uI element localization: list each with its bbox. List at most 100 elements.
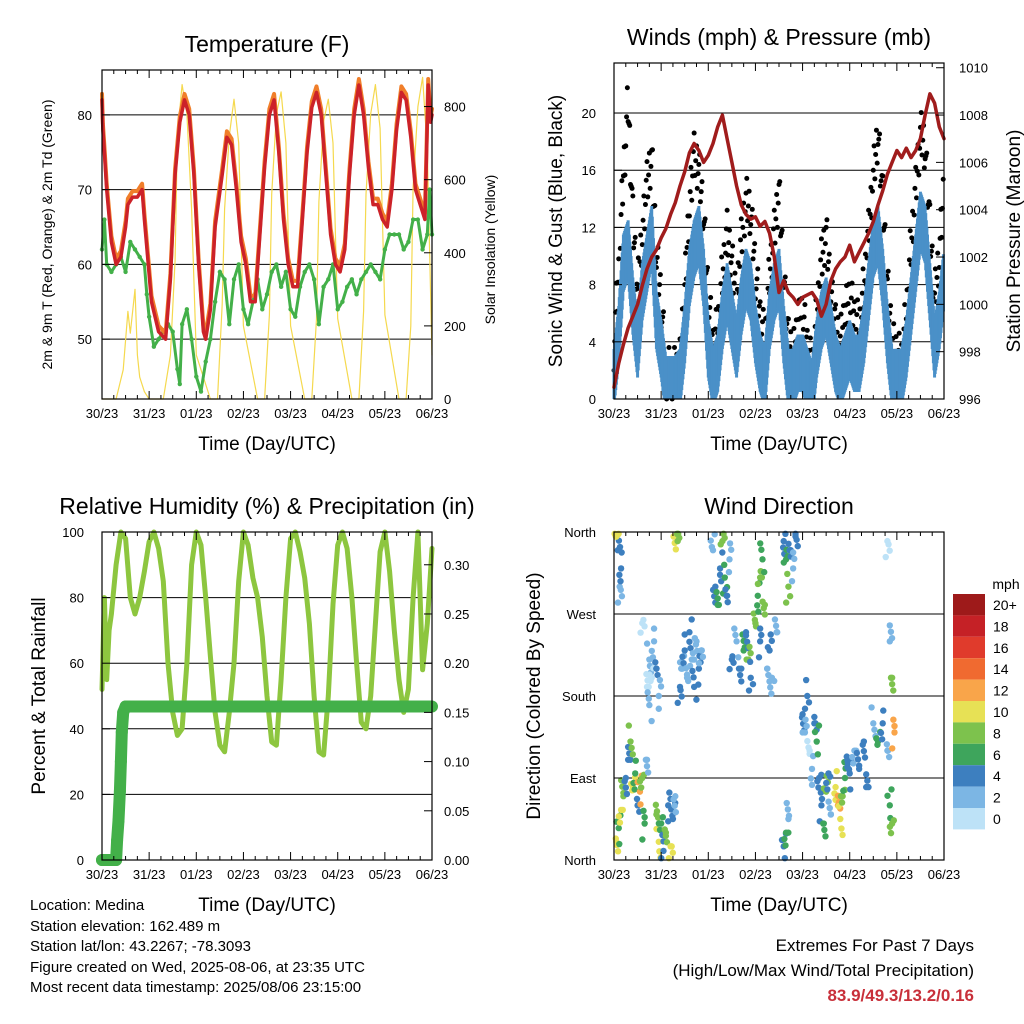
direction-point <box>863 771 870 778</box>
direction-point <box>726 665 733 673</box>
gust-point <box>688 164 694 170</box>
direction-point <box>761 611 769 618</box>
direction-point <box>731 625 738 632</box>
direction-point <box>826 773 834 780</box>
direction-point <box>699 653 707 661</box>
dewpoint-point <box>231 277 237 282</box>
gust-point <box>820 249 826 255</box>
dewpoint-point <box>293 314 298 319</box>
direction-point <box>768 690 775 697</box>
gust-point <box>730 243 736 249</box>
gust-point <box>878 178 884 184</box>
dewpoint-point <box>321 284 326 290</box>
gust-point <box>735 260 741 266</box>
direction-point <box>780 537 787 545</box>
direction-point <box>650 625 658 632</box>
y-tick-label-3-3: West <box>567 607 597 622</box>
direction-point <box>695 681 702 688</box>
gust-point <box>623 143 629 149</box>
gust-point <box>771 207 777 213</box>
latlon-text: Station lat/lon: 43.2267; -78.3093 <box>30 938 252 955</box>
gust-point <box>875 141 881 147</box>
gust-point <box>832 306 838 312</box>
dewpoint-point <box>427 187 432 192</box>
direction-point <box>746 658 754 666</box>
direction-point <box>805 699 813 706</box>
gust-point <box>652 203 658 209</box>
dewpoint-point <box>401 247 406 252</box>
gust-point <box>740 224 746 230</box>
direction-point <box>735 654 742 661</box>
direction-point <box>726 556 733 563</box>
direction-point <box>890 817 898 824</box>
legend-swatch-0 <box>953 594 985 616</box>
dewpoint-point <box>335 307 340 312</box>
direction-point <box>695 660 703 667</box>
y-tick-label-1-4: 16 <box>582 163 596 178</box>
gust-point <box>727 227 732 233</box>
gust-point <box>757 299 763 305</box>
gust-point <box>851 308 857 314</box>
direction-point <box>868 704 875 711</box>
gust-point <box>872 176 878 182</box>
x-tick-label-2-4: 03/23 <box>274 867 307 882</box>
x-axis-label-3: Time (Day/UTC) <box>710 895 848 916</box>
x-tick-label-2-7: 06/23 <box>416 867 449 882</box>
y-tick-label-1-3: 12 <box>582 220 596 235</box>
gust-point <box>873 152 879 158</box>
direction-point <box>848 753 856 761</box>
gust-point <box>694 185 700 191</box>
direction-point <box>772 622 780 630</box>
direction-point <box>615 824 622 832</box>
dewpoint-point <box>222 277 227 282</box>
direction-point <box>794 542 801 550</box>
direction-point <box>732 631 739 639</box>
gust-point <box>775 200 781 206</box>
direction-point <box>742 632 750 639</box>
gust-point <box>914 195 919 201</box>
gust-point <box>857 306 863 312</box>
gust-point <box>772 240 778 246</box>
gust-point <box>726 240 732 246</box>
y-tick-label-3-2: South <box>562 689 596 704</box>
legend-swatch-8 <box>953 765 985 787</box>
direction-point <box>838 825 845 832</box>
direction-point <box>781 835 788 843</box>
direction-point <box>621 777 628 785</box>
direction-point <box>814 777 821 785</box>
direction-point <box>811 728 819 736</box>
gust-point <box>619 178 625 184</box>
gust-point <box>616 256 622 262</box>
direction-point <box>886 547 893 554</box>
gust-point <box>909 235 915 241</box>
gust-point <box>695 171 701 177</box>
direction-point <box>870 720 877 727</box>
direction-point <box>707 537 714 544</box>
chart-title-1: Winds (mph) & Pressure (mb) <box>627 24 931 50</box>
direction-point <box>760 568 768 576</box>
direction-point <box>771 616 779 623</box>
y-tick-label-2-4: 80 <box>70 591 84 606</box>
gust-point <box>640 217 646 223</box>
gust-point <box>826 259 831 265</box>
legend-label-10: 0 <box>993 811 1001 827</box>
gust-point <box>644 159 650 165</box>
direction-point <box>874 741 881 748</box>
dewpoint-point <box>368 262 373 267</box>
direction-point <box>846 770 853 777</box>
gust-point <box>825 266 831 272</box>
direction-point <box>671 802 678 809</box>
direction-point <box>785 540 792 548</box>
direction-point <box>654 671 661 679</box>
dewpoint-point <box>288 307 293 312</box>
gust-point <box>666 345 672 351</box>
gust-point <box>822 263 828 269</box>
direction-point <box>767 631 774 638</box>
direction-point <box>716 565 724 572</box>
direction-point <box>885 753 893 761</box>
dewpoint-point <box>425 232 430 237</box>
x-tick-label-3-3: 02/23 <box>739 867 772 882</box>
gust-point <box>672 345 677 351</box>
direction-point <box>879 720 886 727</box>
direction-point <box>649 654 657 661</box>
